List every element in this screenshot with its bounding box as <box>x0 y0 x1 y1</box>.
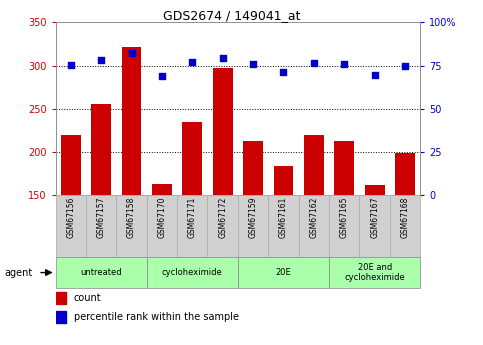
Point <box>401 63 409 68</box>
Bar <box>273 166 293 195</box>
Bar <box>208 195 238 257</box>
Bar <box>304 135 324 195</box>
Text: GSM67157: GSM67157 <box>97 197 106 238</box>
Point <box>188 59 196 65</box>
Text: count: count <box>74 293 101 303</box>
Bar <box>334 141 354 195</box>
Text: 20E: 20E <box>276 268 291 277</box>
Point <box>280 69 287 74</box>
Text: GSM67162: GSM67162 <box>309 197 318 238</box>
Bar <box>329 195 359 257</box>
Bar <box>152 184 172 195</box>
Text: GSM67161: GSM67161 <box>279 197 288 238</box>
Text: GSM67172: GSM67172 <box>218 197 227 238</box>
Text: GSM67170: GSM67170 <box>157 197 167 238</box>
Bar <box>56 311 67 323</box>
Text: 20E and
cycloheximide: 20E and cycloheximide <box>344 263 405 282</box>
Point <box>249 61 257 67</box>
Bar <box>177 195 208 257</box>
Bar <box>298 195 329 257</box>
Bar <box>122 47 142 195</box>
Text: GSM67165: GSM67165 <box>340 197 349 238</box>
Bar <box>395 152 415 195</box>
Point <box>371 72 379 78</box>
Bar <box>56 195 86 257</box>
Text: GSM67159: GSM67159 <box>249 197 257 238</box>
Bar <box>86 195 116 257</box>
Text: GSM67158: GSM67158 <box>127 197 136 238</box>
Bar <box>268 195 298 257</box>
Bar <box>365 185 384 195</box>
Bar <box>243 141 263 195</box>
Bar <box>238 257 329 288</box>
Bar <box>238 195 268 257</box>
Text: cycloheximide: cycloheximide <box>162 268 223 277</box>
Text: percentile rank within the sample: percentile rank within the sample <box>74 312 239 322</box>
Bar <box>390 195 420 257</box>
Point <box>97 58 105 63</box>
Point <box>219 55 227 60</box>
Bar <box>359 195 390 257</box>
Text: GDS2674 / 149041_at: GDS2674 / 149041_at <box>163 9 300 22</box>
Bar <box>147 257 238 288</box>
Text: agent: agent <box>5 268 33 277</box>
Bar <box>147 195 177 257</box>
Point <box>341 61 348 67</box>
Bar <box>213 68 232 195</box>
Text: GSM67156: GSM67156 <box>66 197 75 238</box>
Point <box>158 73 166 79</box>
Bar <box>56 257 147 288</box>
Bar <box>116 195 147 257</box>
Point <box>67 62 74 67</box>
Bar <box>61 135 81 195</box>
Bar <box>183 121 202 195</box>
Bar <box>56 292 67 304</box>
Point <box>128 51 135 56</box>
Bar <box>329 257 420 288</box>
Text: GSM67167: GSM67167 <box>370 197 379 238</box>
Text: GSM67168: GSM67168 <box>400 197 410 238</box>
Bar <box>91 104 111 195</box>
Point <box>310 60 318 66</box>
Text: GSM67171: GSM67171 <box>188 197 197 238</box>
Text: untreated: untreated <box>80 268 122 277</box>
